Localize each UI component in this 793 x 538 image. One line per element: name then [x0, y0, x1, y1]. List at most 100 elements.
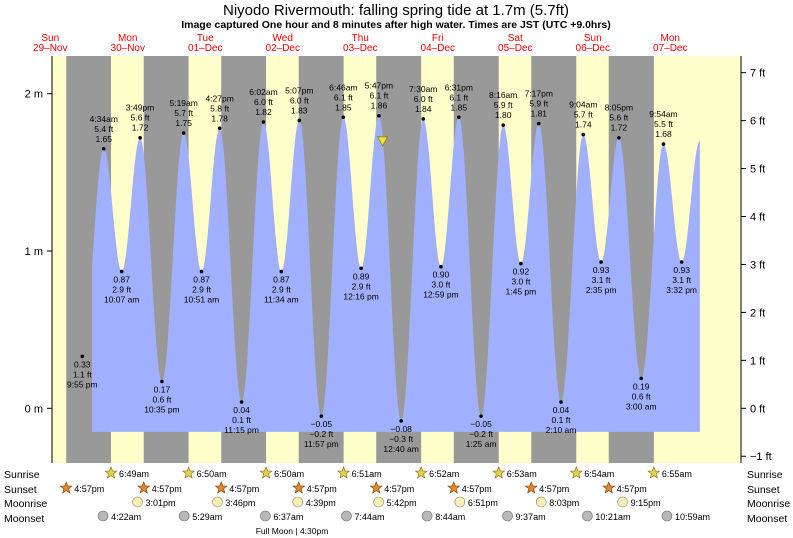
- day-of-week-label: Tue: [197, 33, 214, 44]
- tide-height-ft: 2.9 ft: [272, 284, 292, 294]
- tide-height-m: 1.84: [415, 104, 432, 114]
- moonrise-icon: [212, 496, 223, 508]
- tide-time: 8:05pm: [605, 103, 633, 113]
- sunrise-icon: [647, 466, 661, 479]
- high-tide-point: [101, 146, 106, 151]
- low-tide-point: [679, 260, 684, 264]
- tide-time: 5:47pm: [365, 81, 393, 91]
- sunrise-time: 6:52am: [429, 469, 459, 479]
- y-tick-label-left: 0 m: [25, 403, 43, 415]
- moonset-icon: [260, 510, 271, 522]
- low-tide-point: [239, 400, 244, 404]
- y-tick-label-right: 2 ft: [750, 307, 765, 319]
- low-tide-label: 0.331.1 ft9:55 pm: [67, 359, 98, 389]
- tide-height-m: 1.82: [255, 107, 272, 117]
- tide-height-m: 0.87: [273, 274, 290, 284]
- tide-height-ft: 2.9 ft: [192, 284, 212, 294]
- low-tide-point: [359, 266, 363, 271]
- tide-height-ft: 0.1 ft: [552, 415, 572, 425]
- tide-time: 12:59 pm: [423, 290, 458, 300]
- moonrise-icon: [132, 496, 143, 508]
- tide-height-ft: 6.1 ft: [334, 92, 354, 102]
- moonrise-icon: [373, 496, 384, 508]
- tide-time: 8:16am: [489, 90, 517, 100]
- tide-height-ft: 0.6 ft: [152, 395, 172, 405]
- moonrise-time: 4:39pm: [306, 498, 336, 508]
- tide-time: 5:07pm: [285, 85, 313, 95]
- moonrise-icon: [454, 496, 466, 508]
- low-tide-point: [279, 269, 284, 274]
- low-tide-point: [439, 264, 443, 269]
- tide-height-ft: 2.9 ft: [352, 281, 372, 291]
- tide-curve: [92, 115, 700, 432]
- tide-height-m: 1.83: [291, 105, 308, 115]
- sunrise-time: 6:50am: [197, 469, 227, 479]
- low-tide-point: [519, 261, 523, 266]
- moonset-icon: [341, 510, 352, 522]
- row-label-sunrise: Sunrise: [4, 469, 40, 481]
- tide-height-ft: 3.0 ft: [431, 280, 451, 290]
- sunrise-icon: [182, 466, 196, 479]
- high-tide-point: [297, 118, 302, 123]
- y-tick-label-right: 1 ft: [750, 355, 765, 367]
- tide-height-m: 1.80: [495, 110, 512, 120]
- tide-time: 1:45 pm: [506, 287, 537, 297]
- sunset-time: 4:57pm: [539, 484, 569, 494]
- high-tide-point: [421, 117, 426, 121]
- date-label: 03–Dec: [343, 43, 377, 54]
- high-tide-point: [501, 123, 505, 127]
- tide-time: 4:34am: [90, 114, 118, 124]
- sunrise-time: 6:53am: [507, 469, 537, 479]
- high-tide-point: [138, 135, 142, 140]
- day-of-week-label: Sat: [508, 33, 523, 44]
- tide-time: 10:35 pm: [144, 405, 179, 415]
- moonrise-time: 9:15pm: [631, 498, 661, 508]
- sunrise-icon: [259, 466, 273, 479]
- date-label: 02–Dec: [266, 43, 300, 54]
- tide-height-ft: 6.0 ft: [254, 97, 274, 107]
- tide-height-ft: 3.1 ft: [672, 275, 692, 285]
- row-label-moonrise: Moonrise: [4, 498, 47, 510]
- moonrise-time: 3:01pm: [145, 498, 175, 508]
- tide-time: 9:55 pm: [67, 379, 98, 389]
- sunset-time: 4:57pm: [152, 484, 182, 494]
- sunset-icon: [137, 481, 151, 494]
- tide-height-m: −0.05: [311, 419, 333, 429]
- tide-time: 9:54am: [649, 109, 677, 119]
- sunrise-icon: [104, 466, 118, 479]
- moonrise-time: 8:03pm: [549, 498, 579, 508]
- tide-height-m: 0.04: [233, 405, 250, 415]
- moonset-icon: [582, 510, 593, 522]
- y-tick-label-left: 2 m: [25, 89, 43, 101]
- low-tide-point: [639, 376, 643, 381]
- row-label-sunset-right: Sunset: [747, 484, 780, 496]
- moonset-time: 4:22am: [111, 512, 141, 522]
- date-label: 29–Nov: [33, 43, 67, 54]
- sunset-icon: [214, 481, 228, 494]
- tide-height-m: 1.68: [655, 129, 672, 139]
- tide-time: 3:00 am: [626, 401, 657, 411]
- sunset-time: 4:57pm: [229, 484, 259, 494]
- low-tide-point: [80, 354, 85, 359]
- tide-time: 11:15 pm: [224, 425, 259, 435]
- tide-time: 12:40 am: [383, 444, 418, 454]
- sunset-time: 4:57pm: [307, 484, 337, 494]
- moonrise-time: 6:51pm: [468, 498, 498, 508]
- tide-height-m: 1.85: [335, 102, 352, 112]
- tide-height-ft: 6.1 ft: [449, 92, 469, 102]
- low-tide-label: 0.933.1 ft2:35 pm: [586, 265, 617, 295]
- day-of-week-label: Wed: [273, 33, 293, 44]
- tide-height-ft: 5.5 ft: [654, 119, 674, 129]
- tide-height-m: 0.93: [673, 265, 690, 275]
